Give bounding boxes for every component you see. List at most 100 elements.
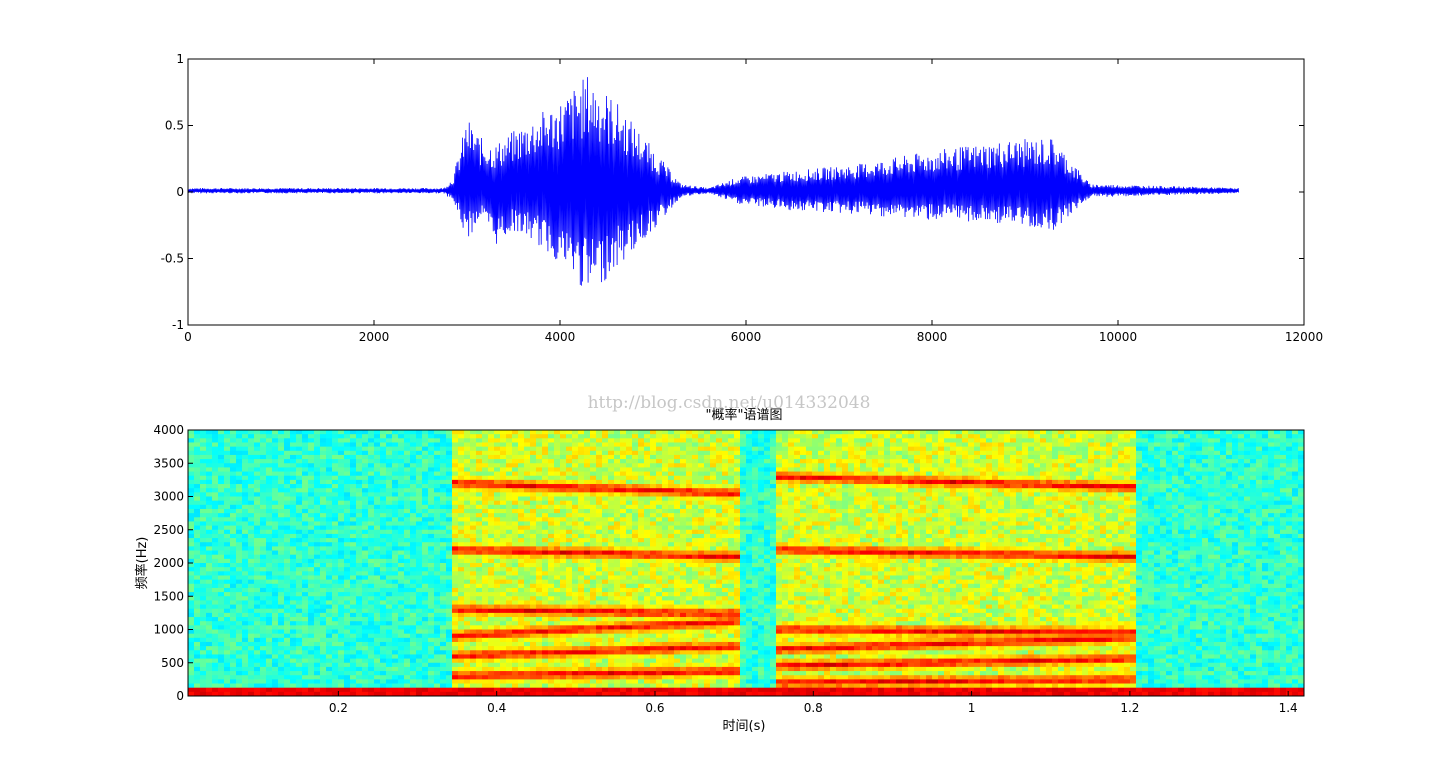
spectrogram-cell <box>344 641 351 647</box>
spectrogram-cell <box>536 679 543 684</box>
spectrogram-cell <box>476 662 483 668</box>
spectrogram-cell <box>422 500 429 506</box>
spectrogram-cell <box>206 521 213 526</box>
spectrogram-cell <box>596 567 603 572</box>
spectrogram-cell <box>272 558 279 564</box>
spectrogram-cell <box>464 563 471 568</box>
spectrogram-cell <box>584 571 591 576</box>
spectrogram-cell <box>410 446 417 452</box>
spectrogram-cell <box>638 633 645 639</box>
spectrogram-cell <box>530 617 537 622</box>
spectrogram-cell <box>620 662 627 668</box>
spectrogram-cell <box>482 679 489 684</box>
spectrogram-cell <box>422 683 429 689</box>
spectrogram-cell <box>368 550 375 556</box>
spectrogram-cell <box>518 504 525 510</box>
spectrogram-cell <box>254 450 261 456</box>
spectrogram-cell <box>530 521 537 526</box>
spectrogram-cell <box>578 683 585 689</box>
spectrogram-cell <box>254 517 261 522</box>
spectrogram-cell <box>320 646 327 651</box>
spectrogram-cell <box>518 542 525 547</box>
spectrogram-cell <box>506 500 513 506</box>
spectrogram-cell <box>392 521 399 526</box>
spectrogram-cell <box>260 579 267 585</box>
spectrogram-cell <box>194 600 201 605</box>
spectrogram-cell <box>242 592 249 597</box>
spectrogram-cell <box>512 430 519 435</box>
spectrogram-cell <box>530 646 537 651</box>
spectrogram-cell <box>518 550 525 556</box>
spectrogram-cell <box>584 496 591 502</box>
spectrogram-cell <box>188 600 195 605</box>
spectrogram-cell <box>338 467 345 472</box>
spectrogram-cell <box>332 450 339 456</box>
spectrogram-cell <box>434 579 441 585</box>
spectrogram-cell <box>326 504 333 510</box>
spectrogram-cell <box>266 679 273 684</box>
spectrogram-cell <box>416 571 423 576</box>
spectrogram-cell <box>530 554 537 560</box>
spectrogram-cell <box>392 496 399 502</box>
spectrogram-cell <box>332 496 339 502</box>
spectrogram-cell <box>266 675 273 680</box>
spectrogram-cell <box>374 563 381 568</box>
spectrogram-cell <box>578 671 585 676</box>
spectrogram-cell <box>260 504 267 510</box>
spectrogram-cell <box>284 508 291 514</box>
spectrogram-cell <box>386 467 393 472</box>
spectrogram-cell <box>194 625 201 630</box>
spectrogram-cell <box>278 513 285 518</box>
spectrogram-cell <box>416 675 423 680</box>
spectrogram-cell <box>554 430 561 435</box>
spectrogram-heatmap <box>188 430 1304 696</box>
spectrogram-cell <box>272 459 279 464</box>
spectrogram-cell <box>314 583 321 589</box>
spectrogram-cell <box>608 496 615 502</box>
spectrogram-cell <box>626 617 633 622</box>
spectrogram-cell <box>380 662 387 668</box>
spectrogram-cell <box>200 554 207 560</box>
spectrogram-cell <box>632 492 639 497</box>
spectrogram-cell <box>536 459 543 464</box>
spectrogram-cell <box>638 683 645 689</box>
spectrogram-cell <box>542 612 549 618</box>
spectrogram-cell <box>464 608 471 614</box>
spectrogram-cell <box>566 592 573 597</box>
spectrogram-cell <box>248 500 255 506</box>
spectrogram-cell <box>200 538 207 543</box>
spectrogram-cell <box>254 442 261 448</box>
spectrogram-cell <box>542 637 549 643</box>
spectrogram-cell <box>644 488 651 493</box>
spectrogram-cell <box>230 633 237 639</box>
spectrogram-cell <box>512 517 519 522</box>
spectrogram-cell <box>440 475 447 481</box>
spectrogram-cell <box>404 484 411 489</box>
spectrogram-cell <box>212 558 219 564</box>
spectrogram-cell <box>362 675 369 680</box>
spectrogram-cell <box>626 654 633 659</box>
spectrogram-cell <box>506 434 513 439</box>
spectrogram-cell <box>422 459 429 464</box>
spectrogram-cell <box>590 533 597 539</box>
spectrogram-cell <box>368 529 375 535</box>
spectrogram-cell <box>434 459 441 464</box>
spectrogram-cell <box>230 496 237 502</box>
spectrogram-cell <box>356 575 363 581</box>
spectrogram-cell <box>230 575 237 581</box>
spectrogram-cell <box>494 671 501 676</box>
spectrogram-cell <box>188 608 195 614</box>
spectrogram-cell <box>194 471 201 477</box>
spectrogram-cell <box>248 546 255 551</box>
spectrogram-cell <box>602 471 609 477</box>
spectrogram-cell <box>518 600 525 605</box>
spectrogram-cell <box>416 662 423 668</box>
spectrogram-cell <box>248 446 255 452</box>
spectrogram-cell <box>620 500 627 506</box>
spectrogram-cell <box>614 529 621 535</box>
spectrogram-cell <box>242 621 249 626</box>
spectrogram-cell <box>380 666 387 672</box>
spectrogram-cell <box>464 641 471 647</box>
spectrogram-cell <box>326 430 333 435</box>
spectrogram-cell <box>266 621 273 626</box>
